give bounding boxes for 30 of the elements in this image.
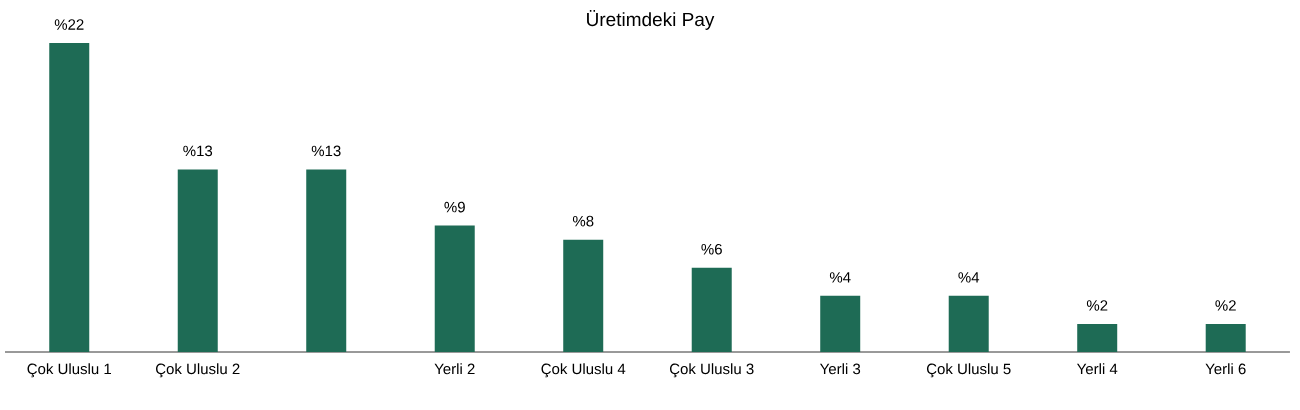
data-label: %2 xyxy=(1215,300,1236,311)
x-tick-label: Çok Uluslu 5 xyxy=(926,363,1011,378)
data-label: %6 xyxy=(701,243,722,255)
x-tick-label: Yerli 2 xyxy=(434,363,475,375)
bar xyxy=(49,43,90,352)
bar xyxy=(306,169,347,352)
data-label: %9 xyxy=(444,201,465,213)
data-label: %4 xyxy=(829,272,851,283)
data-label: %8 xyxy=(572,215,594,227)
bar xyxy=(948,295,989,352)
bar xyxy=(691,267,732,352)
bar xyxy=(177,169,218,352)
x-tick-label: Çok Uluslu 3 xyxy=(669,363,754,378)
x-tick-label: Çok Uluslu 2 xyxy=(156,363,240,378)
x-tick-label: Yerli 6 xyxy=(1205,363,1246,375)
x-tick-label: Yerli 3 xyxy=(819,363,861,375)
bar xyxy=(563,239,604,352)
chart-title: Üretimdeki Pay xyxy=(587,10,715,30)
data-label: %22 xyxy=(54,19,84,30)
bar xyxy=(1077,323,1118,352)
x-tick-label: Yerli 4 xyxy=(1076,363,1118,375)
bar xyxy=(434,225,475,352)
data-label: %13 xyxy=(311,145,341,157)
data-label: %4 xyxy=(958,272,980,283)
data-label: %2 xyxy=(1086,300,1108,311)
bar xyxy=(820,295,861,352)
bar xyxy=(1205,323,1246,352)
data-label: %13 xyxy=(183,145,213,157)
x-tick-label: Çok Uluslu 4 xyxy=(541,363,626,378)
x-tick-label: Çok Uluslu 1 xyxy=(27,363,112,378)
